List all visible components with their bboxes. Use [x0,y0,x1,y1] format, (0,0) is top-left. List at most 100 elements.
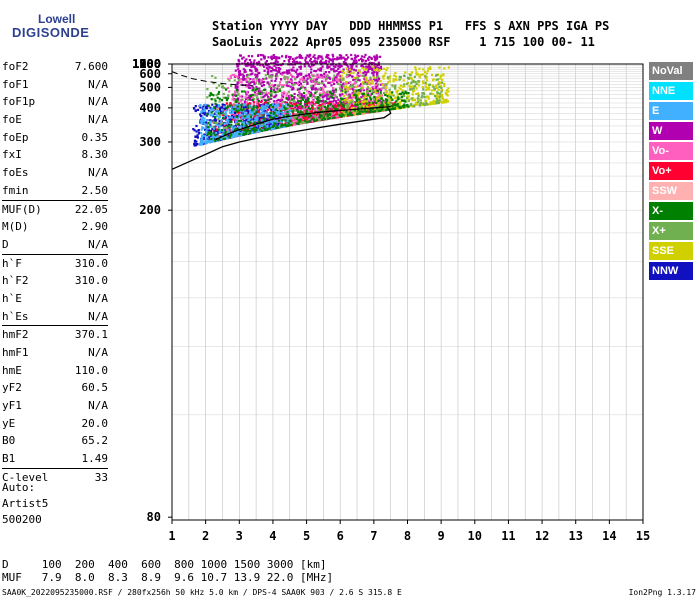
echo-point-w [248,84,251,87]
echo-point-vo [356,75,359,78]
echo-point-x [213,121,216,124]
echo-point-w [317,55,320,58]
echo-point-sse [368,81,371,85]
echo-point-e [282,106,285,109]
echo-point-e [221,134,224,137]
echo-point-w [288,60,291,63]
echo-point-w [314,78,317,81]
echo-point-w [296,68,299,71]
echo-point-x [271,105,275,109]
echo-point-vo [322,106,325,109]
echo-point-e [271,103,274,106]
echo-point-vo [378,101,381,104]
echo-point-vo [245,85,248,88]
echo-point-sse [399,100,402,103]
echo-point-vo [368,99,371,102]
echo-point-vo [369,83,372,86]
echo-point-sse [366,106,369,109]
echo-point-w [284,56,288,59]
echo-point-vo [346,90,350,93]
echo-point-w [338,56,341,59]
echo-point-x [402,99,406,102]
echo-point-w [279,78,283,81]
echo-point-nnw [216,132,219,135]
echo-point-vo [330,113,333,116]
echo-point-sse [411,105,415,108]
echo-point-sse [365,68,368,71]
echo-point-sse [345,67,348,70]
echo-point-vo [286,78,289,81]
echo-point-x [212,81,215,85]
echo-point-x [304,121,307,124]
echo-point-w [310,61,313,64]
echo-point-x [340,114,343,118]
echo-point-x [421,94,424,97]
echo-point-x [255,110,258,113]
echo-point-w [305,98,308,101]
echo-point-vo [283,91,286,94]
echo-point-x [280,123,283,126]
echo-point-x [356,77,359,80]
echo-point-w [323,61,326,64]
echo-point-w [295,56,299,59]
echo-point-x [253,130,256,133]
echo-point-w [345,63,348,67]
echo-point-nnw [206,107,209,110]
echo-point-x [302,106,305,109]
echo-point-vo [296,97,299,100]
echo-point-vo [321,76,324,79]
echo-point-sse [441,96,444,99]
echo-point-vo [232,128,235,131]
echo-point-vo [280,122,283,125]
echo-point-nnw [204,107,207,110]
echo-point-sse [404,71,407,74]
echo-point-w [307,105,310,108]
echo-point-x [349,101,352,104]
echo-point-sse [440,93,444,96]
echo-point-vo [292,75,295,78]
echo-point-nnw [199,121,202,124]
echo-point-vo [337,111,340,114]
echo-point-x [248,121,251,124]
echo-point-w [270,62,273,65]
echo-point-vo [260,100,263,104]
echo-point-sse [428,103,431,106]
echo-point-x [333,107,336,110]
echo-point-x [252,105,255,108]
echo-point-x [368,111,371,114]
echo-point-x [225,107,228,110]
echo-point-vo [311,100,314,103]
echo-point-e [254,117,257,120]
echo-point-w [376,84,379,87]
echo-point-nnw [205,105,208,108]
echo-point-x [206,88,209,91]
echo-point-w [272,62,275,65]
echo-point-w [357,59,361,62]
echo-point-vo [304,116,307,119]
echo-point-x [308,115,311,118]
echo-point-w [238,73,241,76]
echo-point-w [300,93,303,96]
echo-point-w [317,76,320,79]
echo-point-w [285,69,289,72]
echo-point-x [314,95,317,99]
echo-point-x [253,112,257,115]
echo-point-x [245,130,248,133]
echo-point-x [322,116,325,119]
echo-point-e [205,131,208,135]
echo-point-x [425,102,428,105]
echo-point-sse [447,90,450,93]
echo-point-w [266,64,269,67]
echo-point-x [388,103,391,106]
echo-point-w [270,66,273,69]
echo-point-x [313,115,316,118]
echo-point-vo [337,79,340,82]
echo-point-x [314,92,317,95]
echo-point-sse [348,86,351,89]
echo-point-w [379,89,383,92]
echo-point-w [367,58,370,61]
echo-point-vo [283,113,286,116]
echo-point-w [236,86,239,89]
echo-point-x [327,95,330,98]
echo-point-vo [256,100,259,104]
